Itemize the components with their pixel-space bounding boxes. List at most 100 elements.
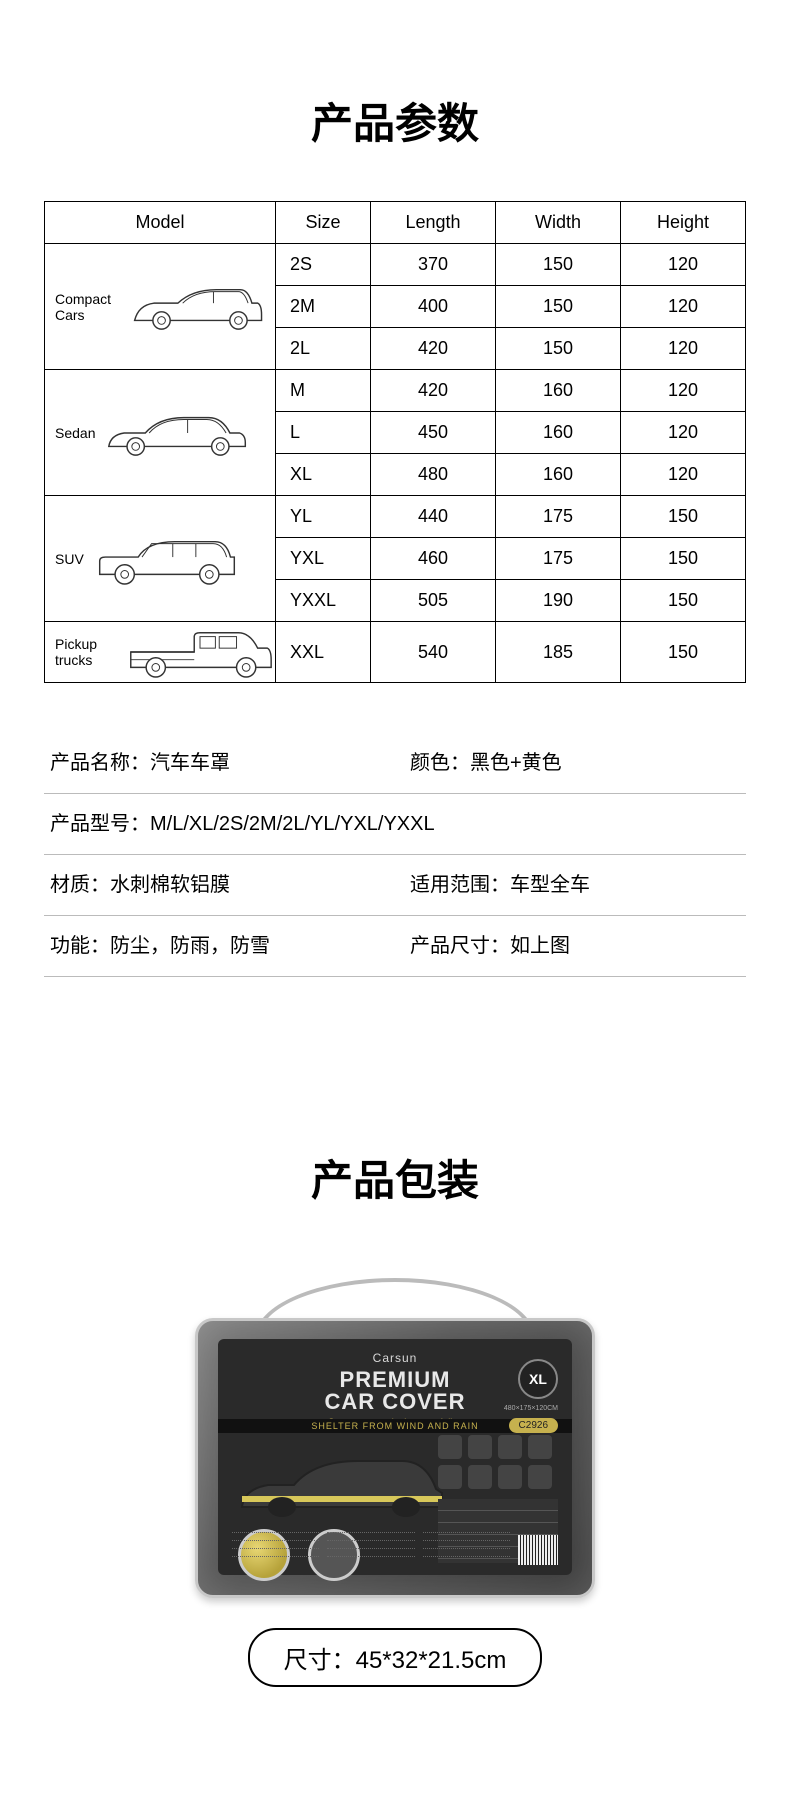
- th-length: Length: [371, 202, 496, 244]
- model-label: Pickup trucks: [55, 636, 117, 668]
- cell-length: 420: [371, 370, 496, 412]
- spec-list: 产品名称：汽车车罩 颜色：黑色+黄色产品型号：M/L/XL/2S/2M/2L/YL…: [44, 733, 746, 977]
- spec-cell: 功能：防尘，防雨，防雪: [50, 934, 380, 958]
- cell-length: 420: [371, 328, 496, 370]
- spec-value: 如上图: [510, 935, 570, 957]
- cell-size: 2S: [276, 244, 371, 286]
- car-sedan-icon: [103, 403, 253, 463]
- model-cell: Sedan: [45, 370, 276, 496]
- cell-height: 150: [621, 580, 746, 622]
- spec-value: 汽车车罩: [150, 752, 230, 774]
- cell-length: 505: [371, 580, 496, 622]
- th-height: Height: [621, 202, 746, 244]
- table-row: Compact Cars2S370150120: [45, 244, 746, 286]
- cell-height: 150: [621, 538, 746, 580]
- cell-size: YXL: [276, 538, 371, 580]
- bag-code-pill: C2926: [509, 1418, 558, 1433]
- spec-value: M/L/XL/2S/2M/2L/YL/YXL/YXXL: [150, 813, 435, 835]
- spec-row: 功能：防尘，防雨，防雪 产品尺寸：如上图: [44, 916, 746, 977]
- model-label: SUV: [55, 551, 84, 567]
- cell-width: 160: [496, 454, 621, 496]
- cell-size: M: [276, 370, 371, 412]
- cell-width: 160: [496, 412, 621, 454]
- cell-size: 2L: [276, 328, 371, 370]
- cell-height: 150: [621, 496, 746, 538]
- packaging-title: 产品包装: [0, 1147, 790, 1208]
- dim-value: 45*32*21.5cm: [356, 1647, 507, 1674]
- car-pickup-icon: [125, 622, 275, 682]
- table-row: SedanM420160120: [45, 370, 746, 412]
- th-size: Size: [276, 202, 371, 244]
- car-suv-icon: [92, 529, 242, 589]
- cell-width: 160: [496, 370, 621, 412]
- spec-value: 水刺棉软铝膜: [110, 874, 230, 896]
- spec-label: 产品名称：: [50, 752, 150, 774]
- table-row: SUVYL440175150: [45, 496, 746, 538]
- bag-bottom-text: [232, 1525, 558, 1565]
- model-label: Sedan: [55, 425, 95, 441]
- cell-width: 185: [496, 622, 621, 683]
- cell-height: 120: [621, 412, 746, 454]
- cell-height: 150: [621, 622, 746, 683]
- spec-label: 颜色：: [410, 752, 470, 774]
- cell-length: 450: [371, 412, 496, 454]
- cell-length: 540: [371, 622, 496, 683]
- spec-cell: 颜色：黑色+黄色: [410, 751, 740, 775]
- cell-size: XXL: [276, 622, 371, 683]
- table-row: Pickup trucks XXL540185150: [45, 622, 746, 683]
- package-photo: Carsun PREMIUM CAR COVER Seguro avanzado…: [185, 1278, 605, 1598]
- cell-size: 2M: [276, 286, 371, 328]
- bag-car-illustration: [238, 1449, 448, 1519]
- spec-cell: 材质：水刺棉软铝膜: [50, 873, 380, 897]
- spec-cell: 产品名称：汽车车罩: [50, 751, 380, 775]
- cell-width: 190: [496, 580, 621, 622]
- bag-badge-sub: 480×175×120CM: [504, 1405, 558, 1412]
- cell-height: 120: [621, 244, 746, 286]
- cell-length: 440: [371, 496, 496, 538]
- th-width: Width: [496, 202, 621, 244]
- model-cell: SUV: [45, 496, 276, 622]
- spec-row: 产品型号：M/L/XL/2S/2M/2L/YL/YXL/YXXL: [44, 794, 746, 855]
- bag-feature-icons: [438, 1435, 558, 1489]
- cell-width: 150: [496, 328, 621, 370]
- spec-label: 功能：: [50, 935, 110, 957]
- spec-label: 产品型号：: [50, 813, 150, 835]
- bag-size-badge: XL: [518, 1359, 558, 1399]
- size-table: Model Size Length Width Height Compact C…: [44, 201, 746, 683]
- cell-length: 370: [371, 244, 496, 286]
- spec-cell: 适用范围：车型全车: [410, 873, 740, 897]
- cell-height: 120: [621, 286, 746, 328]
- spec-cell: 产品型号：M/L/XL/2S/2M/2L/YL/YXL/YXXL: [50, 812, 740, 836]
- cell-height: 120: [621, 370, 746, 412]
- cell-length: 400: [371, 286, 496, 328]
- cell-height: 120: [621, 328, 746, 370]
- cell-width: 150: [496, 244, 621, 286]
- spec-value: 车型全车: [510, 874, 590, 896]
- spec-row: 产品名称：汽车车罩 颜色：黑色+黄色: [44, 733, 746, 794]
- cell-size: XL: [276, 454, 371, 496]
- spec-label: 产品尺寸：: [410, 935, 510, 957]
- model-label: Compact Cars: [55, 291, 117, 323]
- th-model: Model: [45, 202, 276, 244]
- cell-length: 480: [371, 454, 496, 496]
- spec-label: 适用范围：: [410, 874, 510, 896]
- package-dimensions: 尺寸：45*32*21.5cm: [248, 1628, 543, 1687]
- spec-value: 防尘，防雨，防雪: [110, 935, 270, 957]
- spec-row: 材质：水刺棉软铝膜 适用范围：车型全车: [44, 855, 746, 916]
- cell-size: YXXL: [276, 580, 371, 622]
- cell-height: 120: [621, 454, 746, 496]
- spec-label: 材质：: [50, 874, 110, 896]
- cell-width: 175: [496, 538, 621, 580]
- spec-cell: 产品尺寸：如上图: [410, 934, 740, 958]
- cell-width: 175: [496, 496, 621, 538]
- model-cell: Pickup trucks: [45, 622, 276, 683]
- cell-size: L: [276, 412, 371, 454]
- model-cell: Compact Cars: [45, 244, 276, 370]
- cell-length: 460: [371, 538, 496, 580]
- bag-barcode: [518, 1535, 558, 1565]
- table-header-row: Model Size Length Width Height: [45, 202, 746, 244]
- dim-label: 尺寸：: [284, 1647, 356, 1674]
- car-hatchback-icon: [125, 277, 275, 337]
- spec-value: 黑色+黄色: [470, 752, 562, 774]
- params-title: 产品参数: [0, 90, 790, 151]
